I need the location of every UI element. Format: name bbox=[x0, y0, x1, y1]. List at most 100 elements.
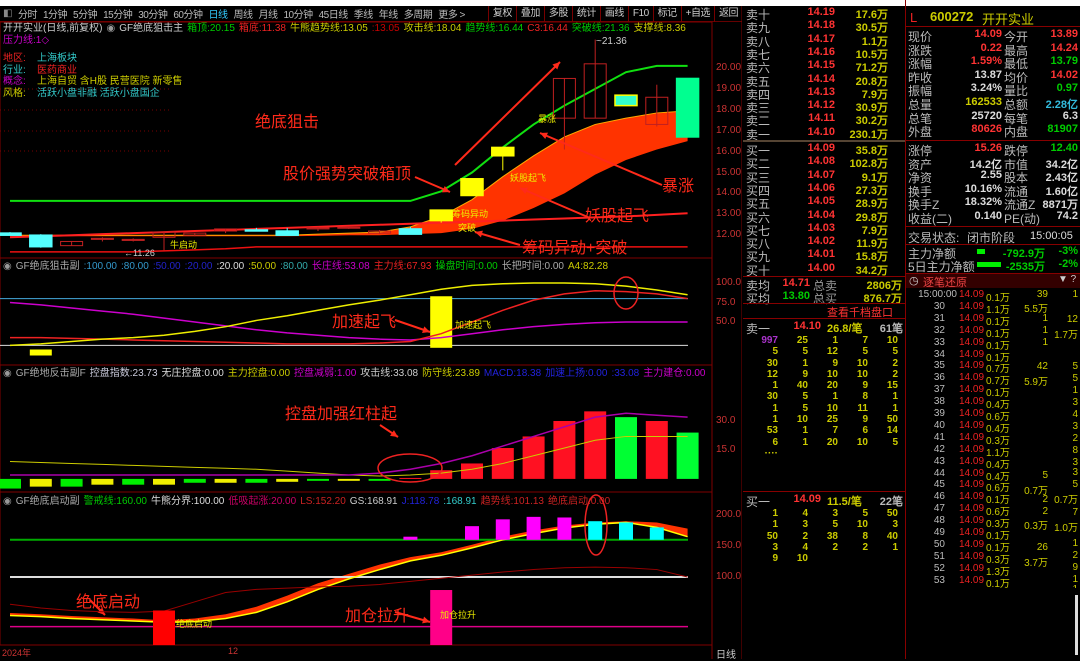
start-block bbox=[430, 590, 453, 645]
sub1-name[interactable]: GF绝底狙击副 bbox=[15, 261, 80, 272]
divider bbox=[906, 226, 1080, 227]
tick-group-count: 2 bbox=[1072, 433, 1078, 444]
tick-group-count: 8 bbox=[1072, 445, 1078, 456]
sub1-header: ◉ GF绝底狙击副:100.00:80.00:50.00:20.00:20.00:… bbox=[3, 261, 608, 273]
period-tab[interactable]: 周线 bbox=[233, 10, 253, 21]
indicator-value-number: 118.78 bbox=[409, 496, 440, 507]
period-tab[interactable]: 更多 > bbox=[438, 10, 465, 21]
sub3-name[interactable]: GF绝底启动副 bbox=[15, 496, 80, 507]
indicator-value-number: 18.04 bbox=[436, 23, 462, 34]
order-volume: 30.9万 bbox=[855, 102, 888, 115]
toolbar-button[interactable]: 返回 bbox=[714, 5, 742, 22]
queued-order: 2 bbox=[892, 368, 898, 380]
period-tab[interactable]: 30分钟 bbox=[138, 10, 168, 21]
annotation-arrow bbox=[474, 231, 521, 246]
toolbar-button[interactable]: 画线 bbox=[599, 5, 628, 22]
control-bar bbox=[584, 411, 607, 479]
tick-price: 14.09 bbox=[959, 300, 985, 312]
tick-price: 14.09 bbox=[959, 324, 985, 336]
quote-value: 2.55 bbox=[980, 169, 1002, 182]
toolbar-button[interactable]: 复权 bbox=[487, 5, 516, 22]
period-tab[interactable]: 60分钟 bbox=[173, 10, 203, 21]
tick-volume: 0.1万 bbox=[986, 352, 1010, 364]
toolbar-button[interactable]: +自选 bbox=[680, 5, 714, 22]
filter-icon[interactable]: ▼ ? bbox=[1058, 274, 1077, 285]
tick-time: 50 bbox=[933, 538, 945, 550]
info-label: 风格: bbox=[3, 87, 26, 99]
candle bbox=[552, 77, 576, 119]
panel-toggle-icon[interactable]: ◧ bbox=[3, 8, 12, 19]
toolbar-button[interactable]: 叠加 bbox=[515, 5, 544, 22]
tick-time: 51 bbox=[933, 550, 945, 562]
tick-volume: 0.1万 bbox=[986, 328, 1010, 340]
period-tab[interactable]: 多周期 bbox=[403, 10, 433, 21]
indicator-value-number: 0.00 bbox=[686, 368, 706, 379]
indicator-value: 控盘指数:23.73 bbox=[90, 368, 158, 380]
queued-order: 5 bbox=[862, 508, 868, 519]
period-tab[interactable]: 1分钟 bbox=[42, 10, 68, 21]
sub2-name[interactable]: GF绝地反击副F bbox=[15, 368, 86, 379]
indicator-value-number: 23.89 bbox=[454, 368, 480, 379]
indicator-value: C3:16.44 bbox=[527, 23, 568, 35]
indicator-value-number: 11.38 bbox=[261, 23, 286, 34]
signal-bar bbox=[29, 349, 52, 356]
indicator-value: 主力线:67.93 bbox=[374, 261, 432, 273]
period-tab[interactable]: 10分钟 bbox=[283, 10, 313, 21]
gs-line bbox=[9, 521, 688, 624]
view-depth-button[interactable]: 查看千档盘口 bbox=[743, 303, 905, 319]
a4-line bbox=[9, 282, 688, 347]
low-price-label: ←11.26 bbox=[124, 248, 155, 258]
tick-group-count: 4 bbox=[1072, 409, 1078, 420]
tick-group-count: 2 bbox=[1042, 506, 1048, 517]
tick-volume: 0.1万 bbox=[986, 495, 1010, 507]
order-price: 14.08 bbox=[807, 155, 835, 168]
quote-value: 8871万 bbox=[1042, 199, 1078, 212]
queued-order: 5 bbox=[772, 346, 778, 358]
tick-group-count: 1 bbox=[1042, 325, 1048, 336]
scrollbar[interactable] bbox=[1075, 595, 1078, 655]
indicator-gear-icon[interactable]: ◉ bbox=[3, 261, 12, 272]
indicator-gear-icon[interactable]: ◉ bbox=[106, 23, 116, 34]
indicator-gear-icon[interactable]: ◉ bbox=[3, 496, 12, 507]
period-tab[interactable]: 15分钟 bbox=[103, 10, 133, 21]
indicator-value: 低吸起涨:20.00 bbox=[228, 496, 296, 508]
period-tab[interactable]: 45日线 bbox=[318, 10, 349, 21]
chart-canvas[interactable] bbox=[0, 0, 742, 659]
quote-value: 12.40 bbox=[1050, 142, 1078, 154]
toolbar-button[interactable]: 统计 bbox=[571, 5, 600, 22]
period-tab[interactable]: 年线 bbox=[378, 10, 399, 21]
indicator-value-label: 支撑线: bbox=[633, 23, 667, 34]
order-level-label: 买一 bbox=[746, 144, 771, 158]
y-axis-tick: 18.00 bbox=[716, 103, 742, 115]
signal-label: 加速起飞 bbox=[455, 320, 492, 330]
indicator-gear-icon[interactable]: ◉ bbox=[3, 368, 12, 379]
queued-order: 14 bbox=[886, 425, 898, 437]
high-price-label: ~21.36 bbox=[596, 36, 627, 47]
indicator-value-number: :13.05 bbox=[371, 23, 400, 34]
tick-volume: 0.1万 bbox=[986, 293, 1010, 304]
toolbar-button[interactable]: 多股 bbox=[543, 5, 572, 22]
quote-value: 25720 bbox=[971, 109, 1002, 122]
tick-group-count: 3.7万 bbox=[1024, 558, 1048, 569]
order-volume: 230.1万 bbox=[849, 128, 888, 141]
period-tab[interactable]: 分时 bbox=[17, 10, 38, 21]
toolbar-button[interactable]: 标记 bbox=[652, 5, 681, 22]
period-tab[interactable]: 5分钟 bbox=[73, 10, 98, 21]
indicator-value: :80.00 bbox=[280, 261, 308, 273]
tick-volume: 0.4万 bbox=[986, 459, 1010, 471]
indicator-value: 无庄控盘:0.00 bbox=[162, 368, 224, 380]
tick-group-count: 3 bbox=[1072, 397, 1078, 408]
candle bbox=[121, 238, 145, 241]
period-tab[interactable]: 季线 bbox=[353, 10, 374, 21]
order-level-label: 卖六 bbox=[746, 61, 771, 76]
candle bbox=[244, 229, 269, 232]
indicator-value-number: :33.08 bbox=[611, 368, 640, 379]
tick-price: 14.09 bbox=[959, 408, 985, 419]
period-tab[interactable]: 日线 bbox=[208, 10, 228, 21]
queued-order: 30 bbox=[766, 391, 778, 403]
indicator-name[interactable]: GF绝底狙击主 bbox=[119, 23, 184, 34]
queued-order: 7 bbox=[832, 425, 838, 437]
period-tab[interactable]: 月线 bbox=[258, 10, 278, 21]
indicator-value-label: 箱底: bbox=[238, 23, 262, 34]
toolbar-button[interactable]: F10 bbox=[627, 5, 653, 22]
